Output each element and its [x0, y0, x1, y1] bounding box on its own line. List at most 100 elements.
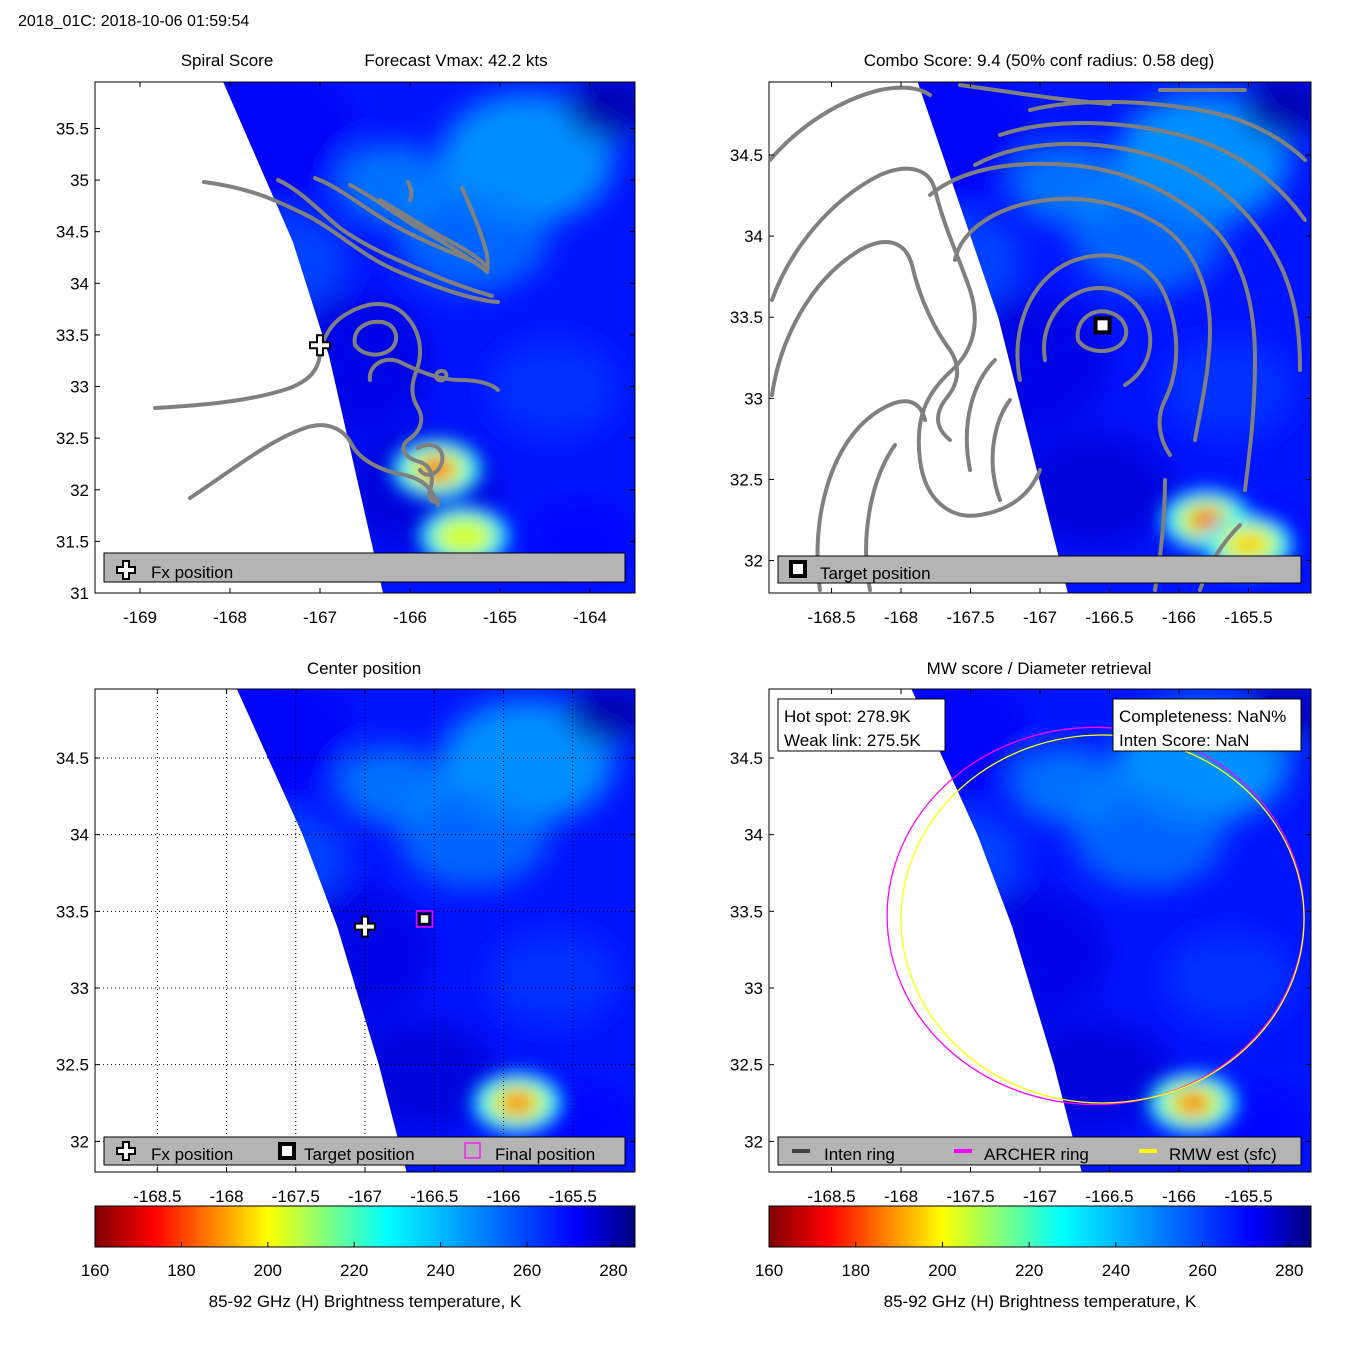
legend-label: Inten ring	[824, 1145, 895, 1164]
target-position-legend-marker	[278, 1142, 296, 1160]
x-tick-label: -166	[393, 608, 427, 627]
legend-box	[777, 1136, 1302, 1166]
colorbar-label: 85-92 GHz (H) Brightness temperature, K	[884, 1292, 1197, 1311]
contour-lines	[153, 176, 500, 507]
colorbar-right: 160 180 200 220 240 260 280 85-92 GHz (H) Brig…	[755, 1205, 1312, 1311]
x-tick-label: -166.5	[1085, 608, 1133, 627]
legend-label: Final position	[495, 1145, 595, 1164]
colorbar-ticks: 160 180 200 220 240 260 280	[755, 1242, 1304, 1280]
x-tick-label: -168.5	[807, 608, 855, 627]
colorbar-ticks: 160 180 200 220 240 260 280	[81, 1242, 628, 1280]
final-position-legend-marker	[464, 1142, 481, 1159]
y-tick-label: 34.5	[56, 223, 89, 242]
colorbar-tick-label: 200	[928, 1261, 956, 1280]
info-box-left	[777, 698, 946, 752]
y-tick-label: 33.5	[730, 308, 763, 327]
info-box-right	[1112, 698, 1302, 752]
y-tick-label: 33.5	[730, 902, 763, 921]
hot-spot-core	[1232, 533, 1265, 556]
y-tick-label: 35.5	[56, 119, 89, 138]
x-tick-label: -168	[213, 608, 247, 627]
axis-ticks: -169 -168 -167 -166 -165 -164 31 31.5 32 32.5 33 33…	[56, 82, 635, 627]
x-tick-label: -165.5	[1224, 608, 1272, 627]
hot-spot-core	[501, 1092, 534, 1114]
axis-ticks: -168.5 -168 -167.5 -167 -166.5 -166 -165.5 32 32…	[730, 82, 1311, 627]
y-tick-label: 32	[70, 481, 89, 500]
legend-label: Target position	[304, 1145, 415, 1164]
x-tick-label: -167	[1023, 1187, 1057, 1206]
y-tick-label: 32	[70, 1132, 89, 1151]
colorbar-tick-label: 220	[340, 1261, 368, 1280]
position-markers	[1093, 316, 1112, 335]
colorbar-tick-label: 180	[842, 1261, 870, 1280]
axes-frame	[94, 81, 636, 594]
x-tick-label: -164	[573, 608, 607, 627]
plot-area	[768, 688, 1312, 1173]
panel-diameter-retrieval: MW score / Diameter retrieval Hot spot: …	[730, 659, 1312, 1234]
colorbar-tick-label: 260	[1188, 1261, 1216, 1280]
x-tick-label: -169	[123, 608, 157, 627]
legend-label: ARCHER ring	[984, 1145, 1089, 1164]
x-tick-label: -167	[1023, 608, 1057, 627]
y-tick-label: 31	[70, 584, 89, 603]
y-tick-label: 33.5	[56, 326, 89, 345]
x-tick-label: -167	[348, 1187, 382, 1206]
colorbar-tick-label: 260	[513, 1261, 541, 1280]
x-tick-label: -166.5	[410, 1187, 458, 1206]
y-tick-label: 32.5	[56, 429, 89, 448]
fx-position-legend-marker-inner	[118, 1143, 134, 1159]
figure-title: 2018_01C: 2018-10-06 01:59:54	[18, 13, 249, 30]
hot-spot-text: Hot spot: 278.9K	[784, 707, 911, 726]
colorbar-tick-label: 220	[1015, 1261, 1043, 1280]
x-tick-label: -165	[483, 608, 517, 627]
rmw-ring	[900, 734, 1305, 1104]
fx-position-marker-inner	[311, 336, 329, 355]
position-markers	[354, 910, 434, 938]
grid-lines	[95, 689, 635, 1172]
weak-link-text: Weak link: 275.5K	[784, 731, 921, 750]
inten-score-text: Inten Score: NaN	[1119, 731, 1249, 750]
plot-area	[94, 81, 636, 594]
x-tick-label: -168	[884, 608, 918, 627]
y-tick-label: 33	[70, 378, 89, 397]
legend-box	[103, 1136, 626, 1166]
panel-title: Combo Score: 9.4 (50% conf radius: 0.58 …	[864, 51, 1215, 70]
y-tick-label: 34.5	[730, 749, 763, 768]
x-tick-label: -166	[1162, 1187, 1196, 1206]
colorbar-tick-label: 240	[1102, 1261, 1130, 1280]
target-position-legend-marker	[789, 560, 807, 578]
colorbar-label: 85-92 GHz (H) Brightness temperature, K	[209, 1292, 522, 1311]
panel-spiral-score: Spiral Score Forecast Vmax: 42.2 kts	[56, 51, 636, 627]
hot-spot-core	[1176, 1092, 1209, 1114]
y-tick-label: 34.5	[56, 749, 89, 768]
panel-center-position: Center position Fx position Target posit…	[56, 659, 636, 1206]
x-tick-label: -165.5	[549, 1187, 597, 1206]
x-tick-label: -168.5	[133, 1187, 181, 1206]
x-tick-label: -167.5	[946, 608, 994, 627]
colorbar-tick-label: 200	[254, 1261, 282, 1280]
completeness-text: Completeness: NaN%	[1119, 707, 1286, 726]
x-tick-label: -166.5	[1085, 1187, 1133, 1206]
legend-label: Fx position	[151, 1145, 233, 1164]
y-tick-label: 32.5	[56, 1056, 89, 1075]
y-tick-label: 32.5	[730, 1056, 763, 1075]
panel-title: Spiral Score	[181, 51, 274, 70]
y-tick-label: 31.5	[56, 532, 89, 551]
x-tick-label: -168.5	[807, 1187, 855, 1206]
x-tick-label: -168	[210, 1187, 244, 1206]
y-tick-label: 34	[70, 826, 89, 845]
y-tick-label: 33.5	[56, 902, 89, 921]
final-position-marker	[415, 910, 434, 928]
legend-box	[777, 555, 1302, 584]
y-tick-label: 34.5	[730, 146, 763, 165]
x-tick-label: -166	[486, 1187, 520, 1206]
position-markers	[309, 334, 331, 357]
colorbar-tick-label: 240	[426, 1261, 454, 1280]
y-tick-label: 33	[70, 979, 89, 998]
contour-lines	[768, 83, 1307, 592]
colorbar-tick-label: 280	[1275, 1261, 1303, 1280]
panel-title-vmax: Forecast Vmax: 42.2 kts	[364, 51, 547, 70]
x-tick-label: -165.5	[1224, 1187, 1272, 1206]
y-tick-label: 34	[744, 227, 763, 246]
